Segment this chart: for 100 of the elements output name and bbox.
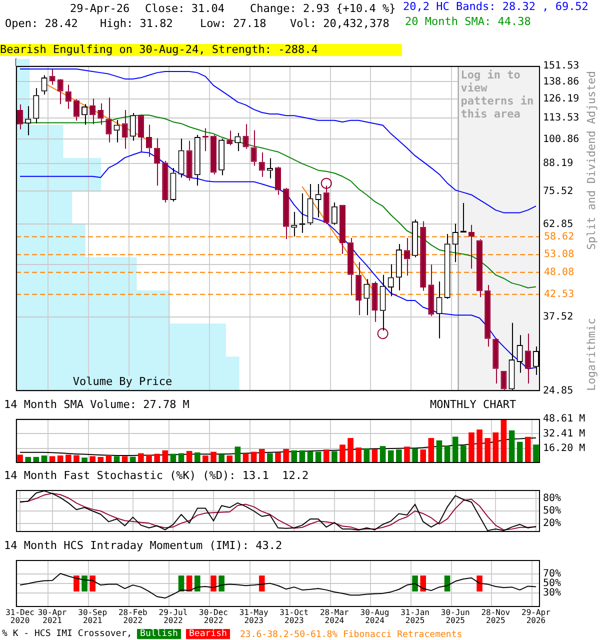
- text: 20,2 HC Bands: 28.32 , 69.52: [403, 0, 588, 13]
- candlestick: [396, 243, 402, 291]
- ref-line-label: 53.08: [544, 249, 574, 260]
- y-tick-label: 75.52: [543, 186, 574, 197]
- y-tick-label: 151.53: [543, 60, 580, 72]
- bar: [74, 455, 80, 463]
- bar: [525, 436, 531, 463]
- y-tick-label: 37.52: [543, 312, 574, 323]
- bar: [210, 452, 216, 463]
- bar: [428, 438, 434, 463]
- x-tick-label: 30-Aug 2024: [360, 608, 390, 626]
- candlestick: [388, 264, 394, 297]
- x-tick-label: 30-Sep 2021: [78, 608, 108, 626]
- bar: [348, 438, 354, 463]
- ref-line-label: 48.08: [544, 266, 574, 278]
- bar: [234, 446, 241, 463]
- ref-line-label: 42.53: [544, 288, 574, 300]
- candlestick: [138, 115, 144, 152]
- bar: [202, 455, 208, 463]
- candlestick: [364, 278, 370, 316]
- candlestick: [331, 202, 338, 226]
- y-tick-label: 24.85: [543, 386, 574, 397]
- candlestick: [130, 112, 136, 142]
- bar: [533, 444, 539, 463]
- text: Close: 31.04: [145, 2, 224, 15]
- text: Vol: 20,432,378: [290, 17, 390, 30]
- candlestick: [194, 134, 200, 186]
- bar: [258, 448, 265, 463]
- candlestick: [516, 334, 523, 374]
- candlestick: [274, 166, 282, 196]
- y-tick-label: 138.86: [543, 76, 580, 88]
- candlestick: [65, 84, 72, 110]
- x-tick-label: 30-Jun 2025: [440, 608, 470, 626]
- legend-title: % K - HCS IMI Crossover,: [2, 629, 132, 639]
- candlestick: [49, 69, 56, 86]
- candlestick: [307, 184, 314, 226]
- bar: [492, 432, 499, 463]
- candlestick: [492, 338, 499, 384]
- x-tick-label: 31-Jan 2025: [400, 608, 430, 626]
- candlestick: [524, 333, 531, 384]
- x-tick-label: 28-Nov 2025: [481, 608, 510, 626]
- x-tick-label: 29-Apr 2026: [522, 608, 551, 626]
- y-tick-label: 50%: [543, 578, 562, 590]
- bar: [340, 444, 346, 463]
- candlestick: [122, 110, 128, 150]
- candlestick: [452, 223, 458, 263]
- band-label: Log in to view patterns in this area: [460, 68, 534, 120]
- chart-title: 14 Month HCS Intraday Momentum (IMI): 43.2: [4, 539, 282, 552]
- bar: [283, 448, 289, 463]
- x-tick-label: 28-Feb 2022: [118, 608, 148, 626]
- candlestick: [25, 106, 32, 136]
- candlestick: [162, 160, 168, 204]
- y-tick-label: 126.19: [543, 93, 580, 104]
- bar: [420, 450, 426, 463]
- candlestick: [242, 124, 249, 150]
- candlestick: [154, 138, 160, 186]
- bar: [194, 452, 200, 463]
- candlestick: [356, 262, 362, 316]
- candlestick: [428, 264, 434, 317]
- y-tick-label: 48.61 M: [543, 414, 586, 425]
- y-tick-label: 30%: [543, 587, 562, 598]
- y-tick-label: 62.85: [543, 218, 574, 230]
- bar: [412, 448, 418, 463]
- y-tick-label: 50%: [543, 506, 562, 517]
- bar: [396, 450, 402, 463]
- text: 29-Apr-26: [70, 2, 130, 15]
- bar: [380, 446, 386, 463]
- x-tick-label: 30-Apr 2021: [38, 608, 67, 626]
- candlestick: [218, 138, 225, 176]
- bar: [226, 455, 233, 463]
- bar: [162, 450, 168, 463]
- candlestick: [98, 102, 104, 126]
- candlestick: [291, 211, 298, 237]
- candlestick: [476, 238, 483, 298]
- x-tick-label: 30-Dec 2022: [199, 608, 228, 626]
- candlestick: [170, 168, 176, 202]
- bar: [436, 440, 442, 463]
- y-tick-label: 20%: [543, 518, 562, 530]
- text: 23.6-38.2-50-61.8% Fibonacci Retracements: [240, 629, 462, 640]
- candlestick: [412, 219, 418, 258]
- candlestick: [41, 74, 48, 96]
- y-tick-label: 32.41 M: [543, 428, 586, 440]
- text: Low: 27.18: [200, 17, 266, 30]
- candlestick: [226, 130, 233, 146]
- bar: [66, 454, 72, 463]
- x-tick-label: 28-Mar 2024: [320, 608, 350, 626]
- bar: [291, 450, 298, 463]
- bar: [323, 450, 330, 463]
- bar: [275, 452, 281, 463]
- chart-title: 14 Month Fast Stochastic (%K) (%D): 13.1 12.2: [4, 469, 309, 482]
- bar: [508, 430, 515, 463]
- bar: [332, 451, 338, 463]
- x-tick-label: 31-Dec 2020: [6, 608, 35, 626]
- y-tick-label: 88.19: [543, 158, 574, 169]
- candlestick: [348, 238, 354, 296]
- y-tick-label: 70%: [543, 568, 562, 580]
- y-axis-title: Split and Dividend Adjusted: [585, 71, 598, 250]
- bar: [17, 454, 23, 463]
- bar: [388, 450, 394, 463]
- chart-title: 14 Month SMA Volume: 27.78 M: [4, 398, 190, 411]
